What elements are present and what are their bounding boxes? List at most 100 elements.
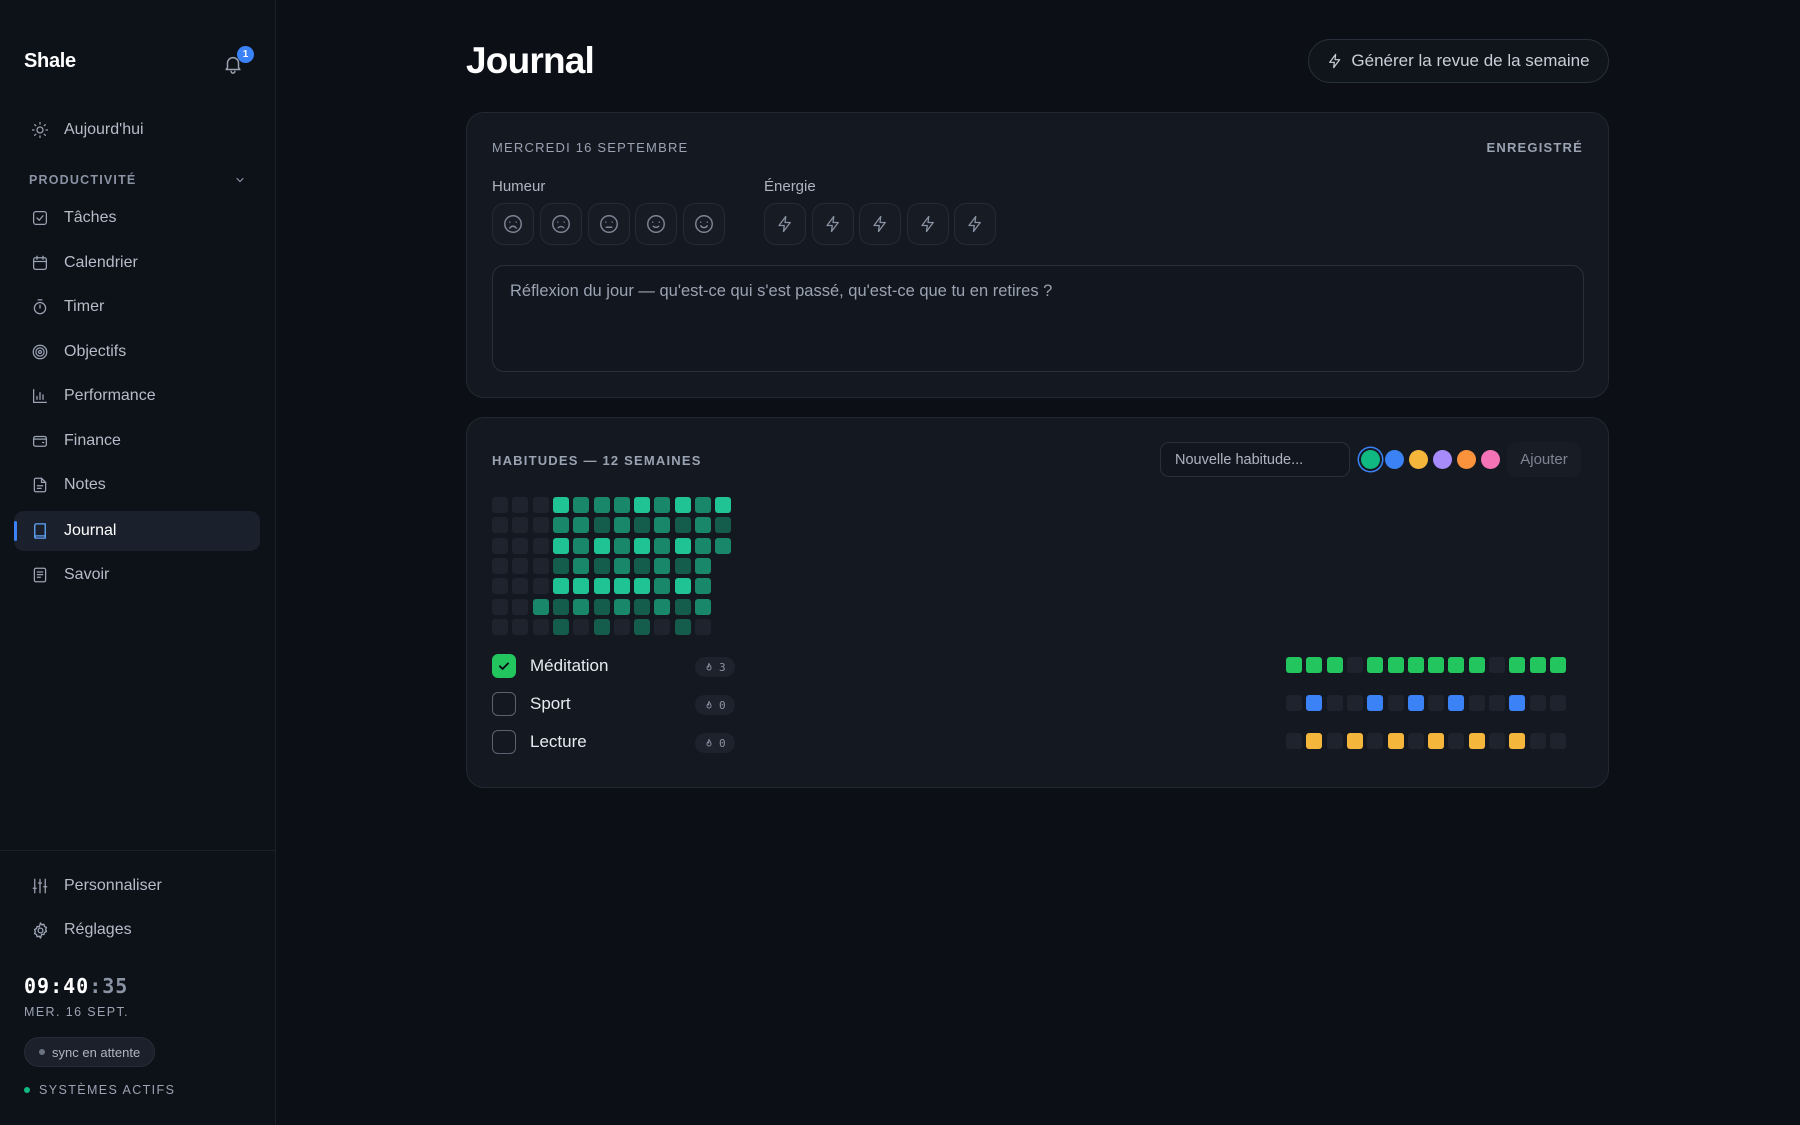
nav-timer[interactable]: Timer <box>14 287 260 327</box>
habit-history-cell[interactable] <box>1428 657 1445 673</box>
section-productivity[interactable]: PRODUCTIVITÉ <box>29 173 137 187</box>
color-swatch[interactable] <box>1361 450 1380 469</box>
mood-very-happy-button[interactable] <box>683 203 725 245</box>
generate-weekly-review-button[interactable]: Générer la revue de la semaine <box>1308 39 1609 83</box>
nav-calendar[interactable]: Calendrier <box>14 243 260 283</box>
habit-row: Méditation 3 <box>492 653 1582 679</box>
habit-history-cell[interactable] <box>1468 657 1485 673</box>
habit-history-cell[interactable] <box>1549 657 1566 673</box>
chevron-down-icon[interactable] <box>234 174 246 186</box>
nav-customize[interactable]: Personnaliser <box>14 866 260 906</box>
heatmap-cell <box>492 618 508 635</box>
heatmap-cell <box>552 497 569 513</box>
habit-history-cell[interactable] <box>1387 657 1404 673</box>
habit-name: Méditation <box>530 656 609 675</box>
color-swatch[interactable] <box>1481 450 1500 469</box>
habit-history-cell[interactable] <box>1387 733 1404 749</box>
habit-checkbox[interactable] <box>492 730 516 754</box>
habit-history-cell[interactable] <box>1489 695 1505 711</box>
nav-notes[interactable]: Notes <box>14 465 260 505</box>
habit-history-cell[interactable] <box>1428 733 1445 749</box>
mood-sad-button[interactable] <box>540 203 582 245</box>
nav-knowledge[interactable]: Savoir <box>14 555 260 595</box>
color-swatch[interactable] <box>1385 450 1404 469</box>
color-swatch[interactable] <box>1409 450 1428 469</box>
habit-history-cell[interactable] <box>1346 657 1363 673</box>
nav-label: Timer <box>64 298 105 315</box>
nav-journal[interactable]: Journal <box>14 511 260 551</box>
habit-history-cell[interactable] <box>1326 733 1343 749</box>
energy-level-1-button[interactable] <box>764 203 806 245</box>
habit-history-cell[interactable] <box>1468 733 1485 749</box>
habit-history-cell[interactable] <box>1367 695 1384 711</box>
habit-history-cell[interactable] <box>1346 695 1363 711</box>
nav-finance[interactable]: Finance <box>14 421 260 461</box>
habit-history-cell[interactable] <box>1407 695 1424 711</box>
heatmap-cell <box>593 497 610 513</box>
energy-level-4-button[interactable] <box>907 203 949 245</box>
habit-history-cell[interactable] <box>1367 733 1384 749</box>
nav-settings[interactable]: Réglages <box>14 910 260 950</box>
habit-history-cell[interactable] <box>1367 657 1384 673</box>
heatmap-cell <box>674 517 691 534</box>
heatmap-cell <box>573 517 590 534</box>
add-habit-button[interactable]: Ajouter <box>1507 442 1581 477</box>
habit-history-cell[interactable] <box>1326 695 1343 711</box>
habit-history-cell[interactable] <box>1286 733 1302 749</box>
nav-tasks[interactable]: Tâches <box>14 198 260 238</box>
energy-level-3-button[interactable] <box>859 203 901 245</box>
heatmap-cell <box>634 537 651 554</box>
habit-history-cell[interactable] <box>1509 657 1526 673</box>
bolt-icon <box>921 215 934 233</box>
heatmap-cell <box>613 578 630 595</box>
habit-history-cell[interactable] <box>1549 733 1566 749</box>
habit-checkbox[interactable] <box>492 692 516 716</box>
energy-level-5-button[interactable] <box>954 203 996 245</box>
habit-history-cell[interactable] <box>1428 695 1445 711</box>
mood-happy-button[interactable] <box>635 203 677 245</box>
heatmap-cell <box>532 598 549 615</box>
heatmap-cell <box>552 598 569 615</box>
heatmap-cell <box>674 557 691 574</box>
habit-history-cell[interactable] <box>1448 733 1465 749</box>
habit-history-cell[interactable] <box>1306 733 1323 749</box>
habit-history-cell[interactable] <box>1448 695 1465 711</box>
habit-history-cell[interactable] <box>1549 695 1566 711</box>
habit-history-cell[interactable] <box>1387 695 1404 711</box>
heatmap-cell <box>532 537 549 554</box>
timer-icon <box>30 297 50 317</box>
nav-today[interactable]: Aujourd'hui <box>14 110 260 150</box>
heatmap-cell <box>492 497 508 513</box>
energy-level-2-button[interactable] <box>812 203 854 245</box>
habit-history-cell[interactable] <box>1509 733 1526 749</box>
mood-neutral-button[interactable] <box>588 203 630 245</box>
habit-history-cell[interactable] <box>1286 657 1302 673</box>
habit-history-cell[interactable] <box>1529 657 1546 673</box>
habit-history-cell[interactable] <box>1407 657 1424 673</box>
clock: 09:40:35 <box>24 974 128 998</box>
habit-history-cell[interactable] <box>1529 733 1546 749</box>
nav-goals[interactable]: Objectifs <box>14 332 260 372</box>
habit-history-cell[interactable] <box>1346 733 1363 749</box>
mood-very-sad-button[interactable] <box>492 203 534 245</box>
heatmap-cell <box>552 618 569 635</box>
flame-icon <box>706 738 712 746</box>
habit-history-cell[interactable] <box>1468 695 1485 711</box>
habit-history-cell[interactable] <box>1529 695 1546 711</box>
habit-checkbox[interactable] <box>492 654 516 678</box>
color-swatch[interactable] <box>1457 450 1476 469</box>
habit-history-cell[interactable] <box>1306 695 1323 711</box>
habit-history-cell[interactable] <box>1326 657 1343 673</box>
new-habit-input[interactable] <box>1160 442 1350 477</box>
habit-history-cell[interactable] <box>1286 695 1302 711</box>
habit-history-cell[interactable] <box>1489 657 1505 673</box>
reflection-input[interactable] <box>492 265 1584 372</box>
habit-history-cell[interactable] <box>1407 733 1424 749</box>
habit-history-cell[interactable] <box>1306 657 1323 673</box>
habit-history-cell[interactable] <box>1448 657 1465 673</box>
color-swatch[interactable] <box>1433 450 1452 469</box>
habit-history-cell[interactable] <box>1489 733 1505 749</box>
bell-icon[interactable] <box>222 52 244 76</box>
nav-performance[interactable]: Performance <box>14 376 260 416</box>
habit-history-cell[interactable] <box>1509 695 1526 711</box>
